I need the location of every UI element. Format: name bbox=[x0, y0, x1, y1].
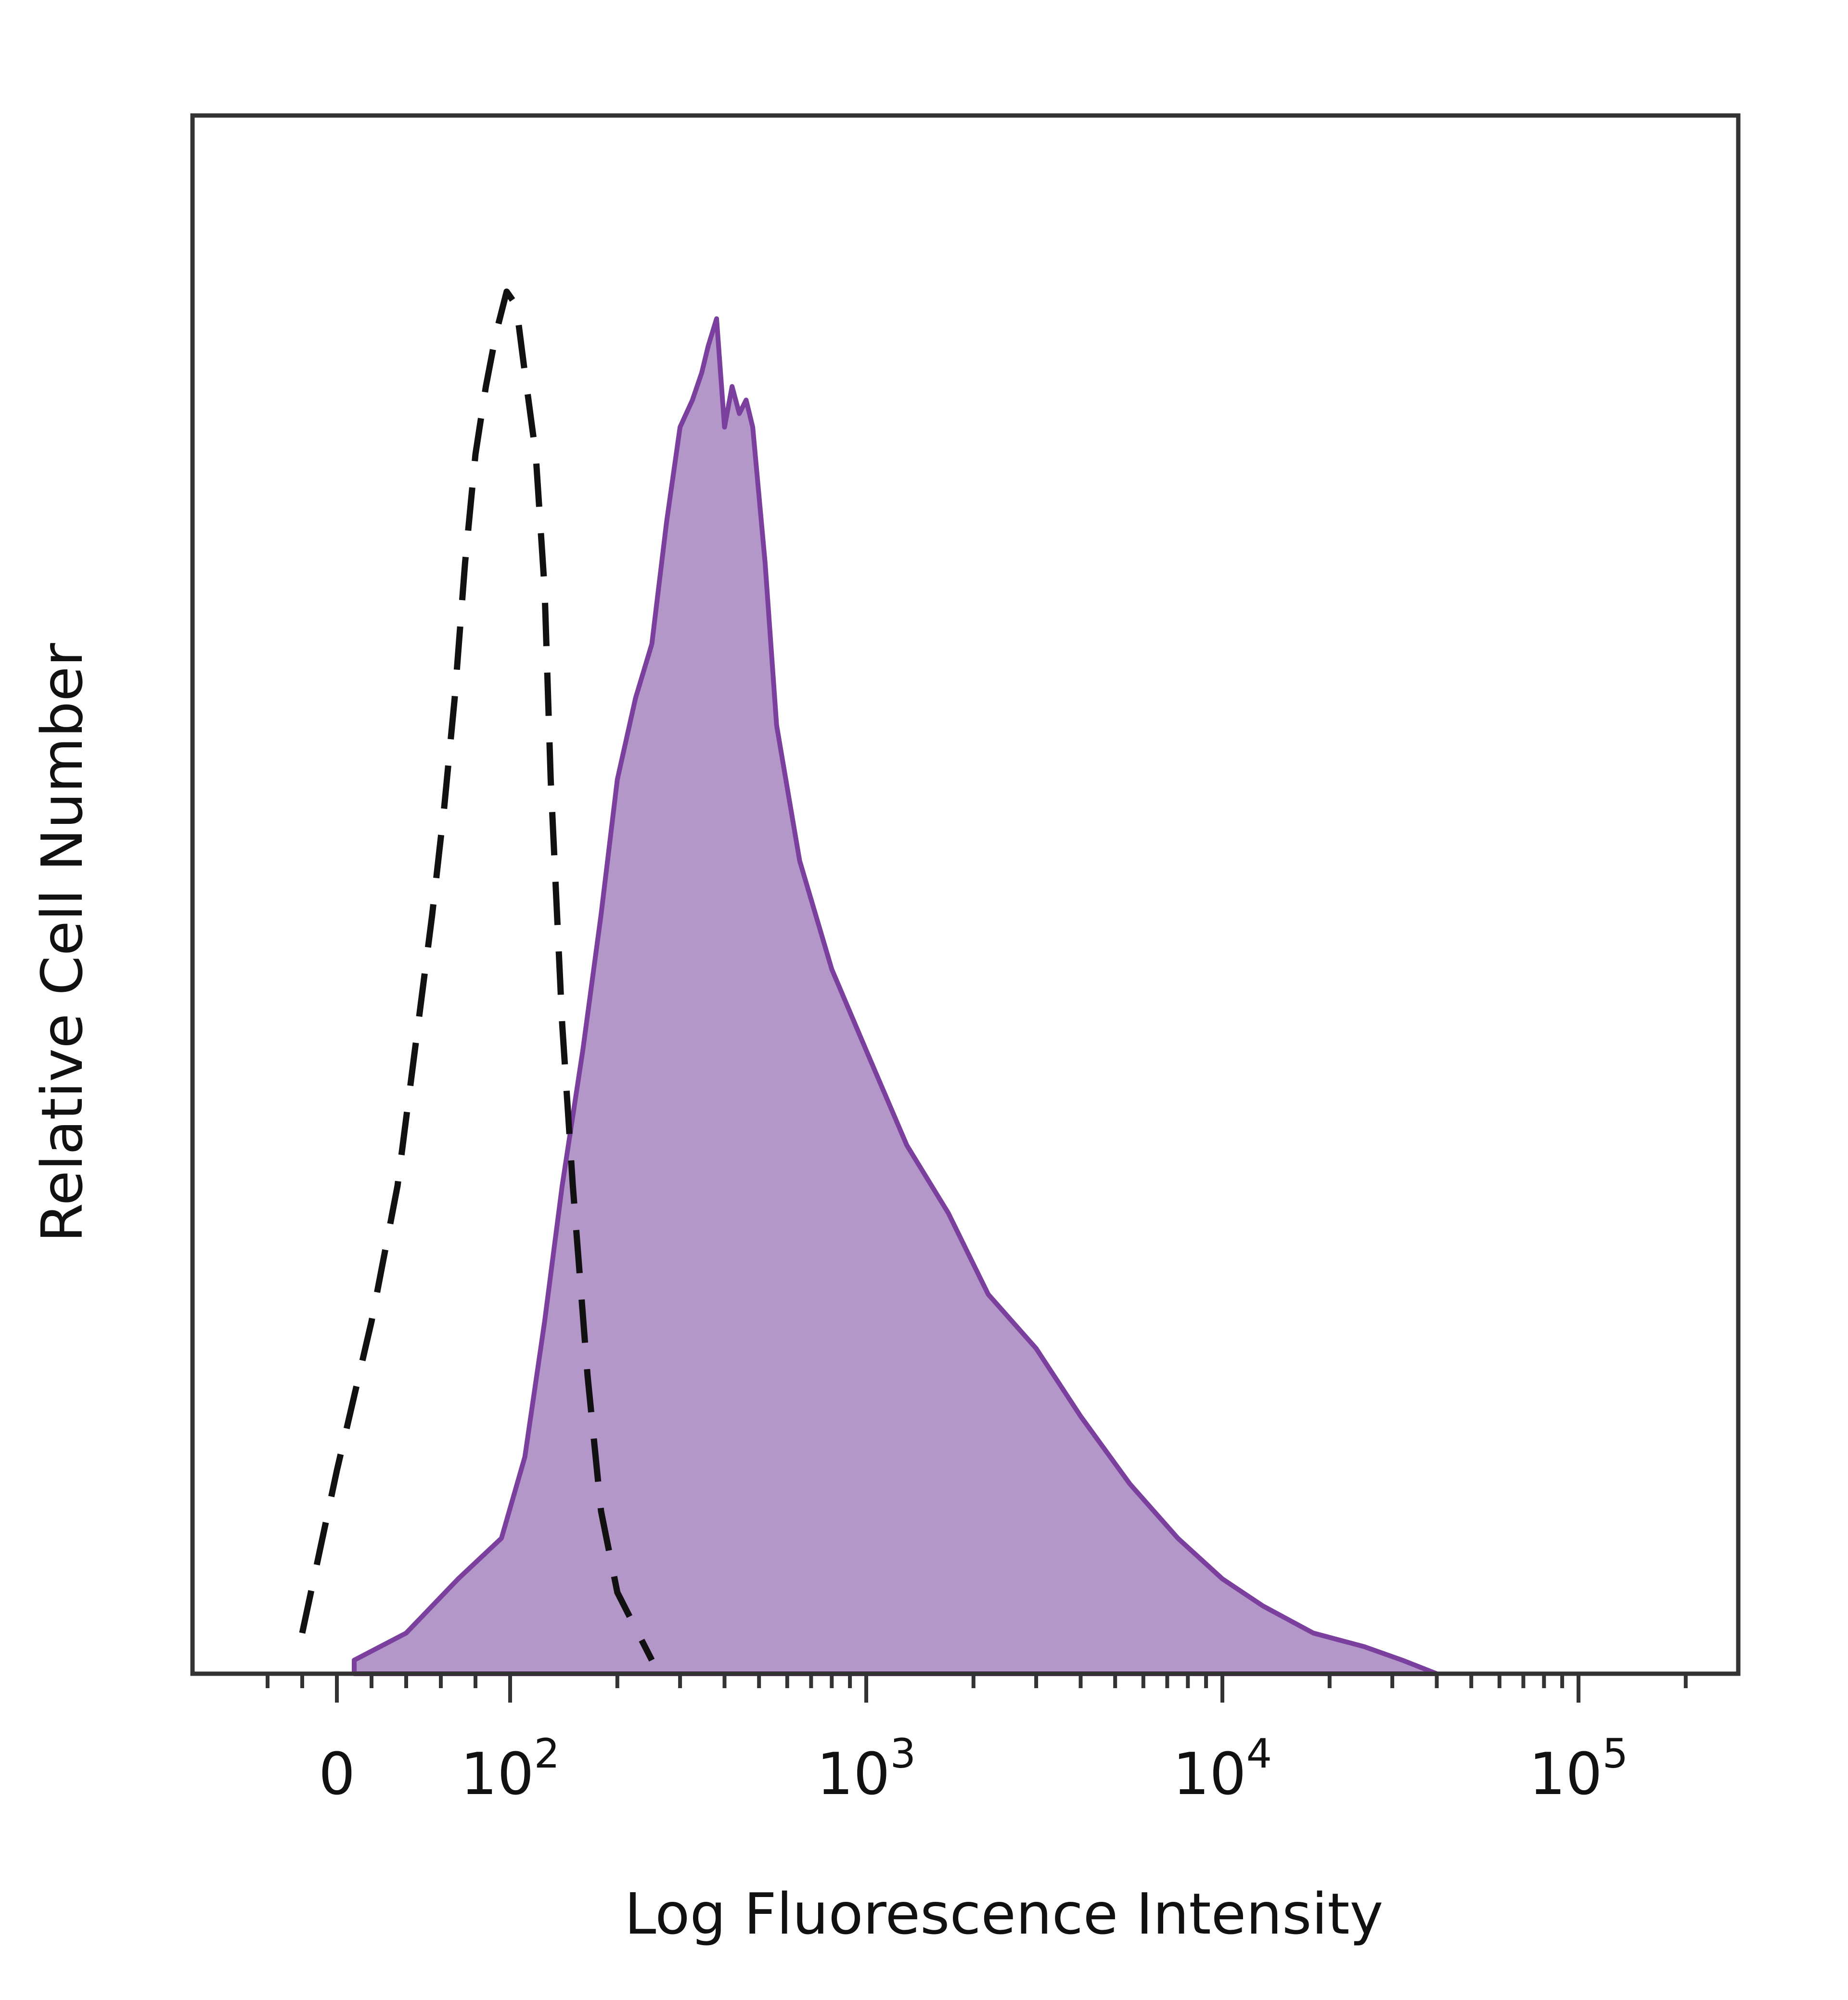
x-tick-label: 0 bbox=[319, 1741, 355, 1808]
plot-area bbox=[299, 288, 1439, 1676]
y-axis-title: Relative Cell Number bbox=[29, 643, 95, 1243]
x-axis-tick-labels: 0 102 103 104 105 bbox=[319, 1730, 1628, 1808]
plot-frame bbox=[190, 113, 1741, 1676]
x-axis-title: Log Fluorescence Intensity bbox=[625, 1881, 1384, 1947]
x-tick-label: 102 bbox=[461, 1730, 560, 1808]
control-histogram-dashed bbox=[299, 288, 655, 1662]
x-axis-ticks bbox=[266, 1674, 1688, 1703]
sample-histogram-filled bbox=[352, 316, 1439, 1676]
x-tick-label: 103 bbox=[817, 1730, 916, 1808]
x-tick-label: 104 bbox=[1173, 1730, 1272, 1808]
x-tick-label: 105 bbox=[1529, 1730, 1628, 1808]
